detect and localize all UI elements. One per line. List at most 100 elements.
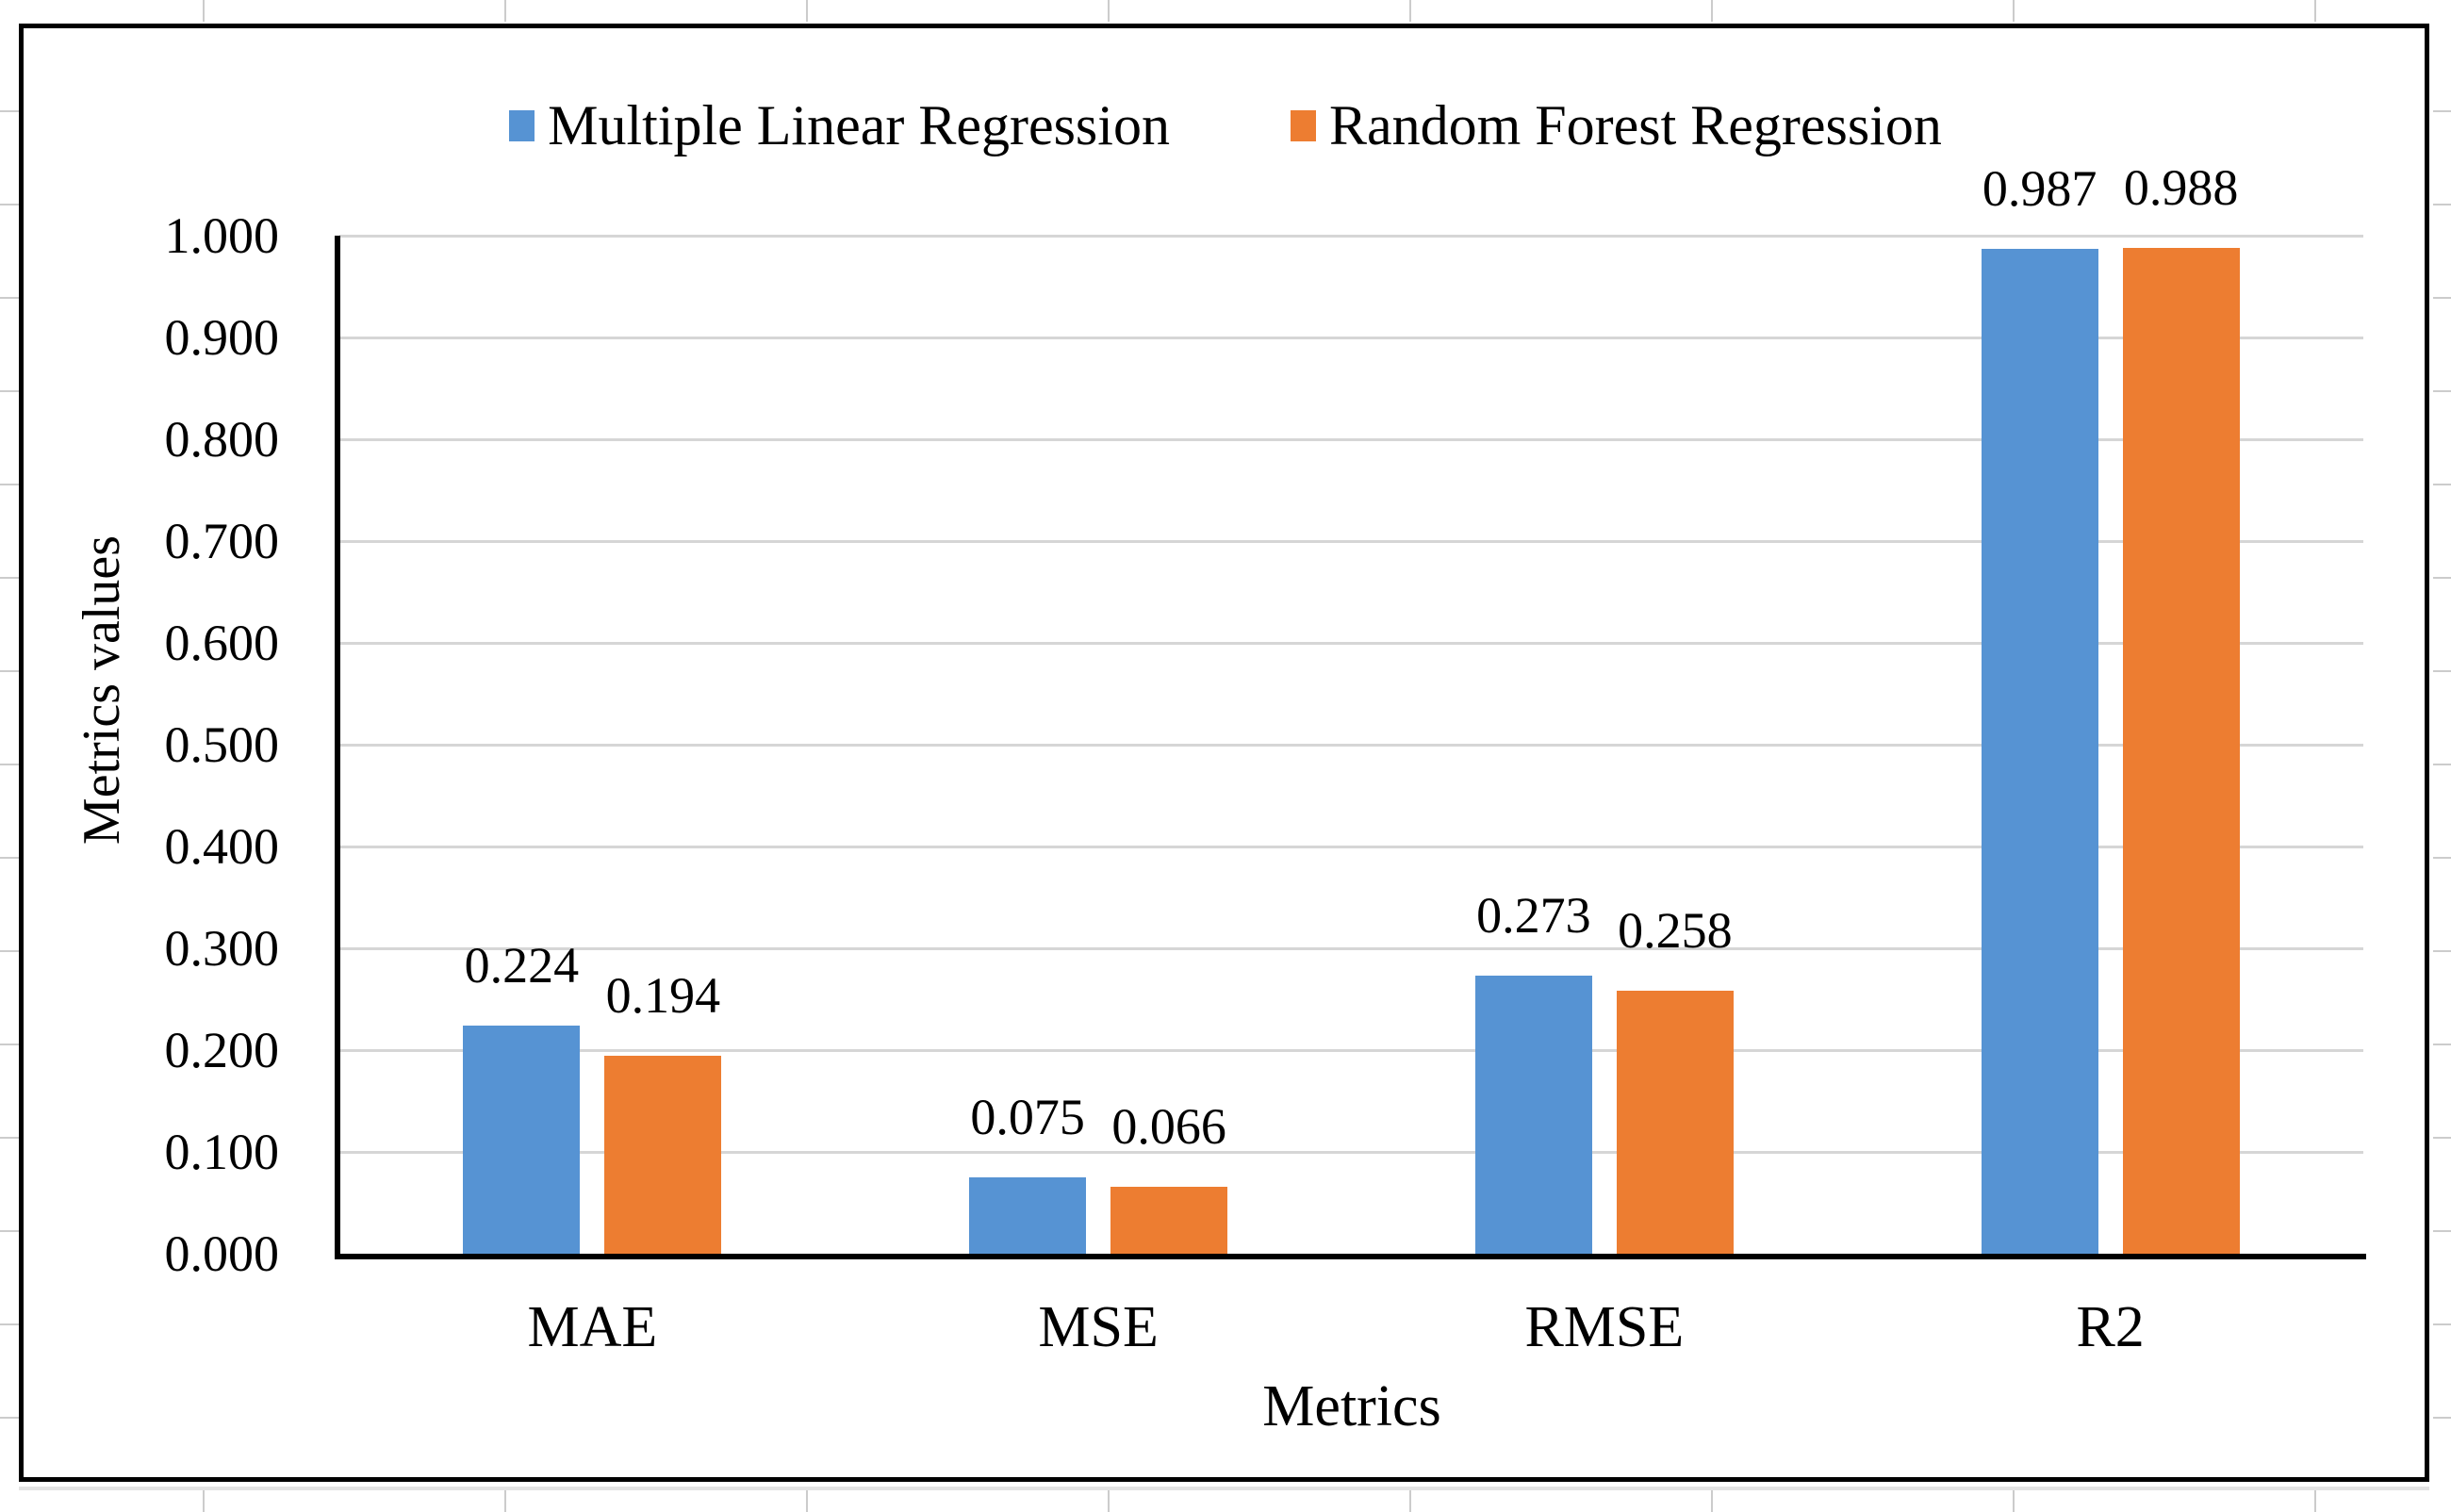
data-label-orange-mae: 0.194	[605, 967, 721, 1024]
y-tick-label-1.000: 1.000	[164, 207, 280, 264]
sheet-gridline-stub	[0, 577, 19, 579]
sheet-gridline-stub	[0, 1137, 19, 1139]
sheet-gridline-stub	[1711, 1488, 1713, 1512]
legend-item-random-forest-regression: Random Forest Regression	[1290, 94, 1942, 156]
x-axis-line	[335, 1254, 2366, 1259]
sheet-gridline-stub	[0, 297, 19, 299]
gridline	[339, 642, 2363, 645]
sheet-gridline-stub	[2314, 0, 2316, 22]
gridline	[339, 1049, 2363, 1052]
sheet-gridline-stub	[0, 484, 19, 485]
sheet-gridline-stub	[2433, 1137, 2451, 1139]
y-tick-label-0.500: 0.500	[164, 716, 280, 773]
gridline	[339, 235, 2363, 238]
sheet-gridline-stub	[1711, 0, 1713, 22]
sheet-gridline-stub	[0, 857, 19, 859]
sheet-gridline-stub	[0, 110, 19, 112]
x-tick-label-rmse: RMSE	[1524, 1295, 1685, 1359]
chart-legend: Multiple Linear Regression Random Forest…	[0, 97, 2451, 154]
data-label-orange-r2: 0.988	[2123, 159, 2239, 216]
y-tick-label-0.400: 0.400	[164, 818, 280, 875]
sheet-gridline-stub	[0, 1044, 19, 1045]
gridline	[339, 947, 2363, 950]
data-label-blue-mse: 0.075	[970, 1089, 1085, 1145]
sheet-gridline-stub	[806, 1488, 808, 1512]
sheet-gridline-stub	[0, 764, 19, 765]
bar-orange-r2	[2122, 248, 2240, 1254]
data-label-orange-rmse: 0.258	[1618, 902, 1733, 959]
gridline	[339, 744, 2363, 747]
sheet-gridline-stub	[2433, 670, 2451, 672]
legend-item-multiple-linear-regression: Multiple Linear Regression	[509, 97, 1170, 154]
bar-orange-mse	[1110, 1187, 1228, 1254]
sheet-gridline-stub	[1409, 0, 1411, 22]
sheet-gridline-stub	[0, 1323, 19, 1325]
bar-blue-mae	[463, 1026, 581, 1254]
sheet-gridline-stub	[2013, 1488, 2015, 1512]
sheet-gridline-stub	[0, 670, 19, 672]
sheet-gridline-stub	[2433, 577, 2451, 579]
sheet-gridline-stub	[2433, 1044, 2451, 1045]
x-tick-label-mae: MAE	[527, 1295, 658, 1359]
bar-blue-r2	[1981, 249, 2098, 1254]
gridline	[339, 438, 2363, 441]
data-label-blue-mae: 0.224	[464, 937, 580, 994]
frame-shadow-line	[19, 1487, 2429, 1490]
sheet-gridline-stub	[2433, 1417, 2451, 1419]
sheet-gridline-stub	[2013, 0, 2015, 22]
y-tick-label-0.900: 0.900	[164, 309, 280, 366]
data-label-blue-rmse: 0.273	[1476, 887, 1591, 944]
sheet-gridline-stub	[0, 950, 19, 952]
y-tick-label-0.100: 0.100	[164, 1124, 280, 1180]
sheet-gridline-stub	[2433, 204, 2451, 205]
legend-swatch-blue	[509, 109, 535, 141]
chart-border-frame	[19, 24, 2429, 1482]
sheet-gridline-stub	[0, 1417, 19, 1419]
sheet-gridline-stub	[1108, 1488, 1110, 1512]
sheet-gridline-stub	[0, 1230, 19, 1232]
y-tick-label-0.000: 0.000	[164, 1225, 280, 1282]
sheet-gridline-stub	[504, 0, 506, 22]
gridline	[339, 846, 2363, 848]
bar-blue-rmse	[1474, 976, 1592, 1254]
sheet-gridline-stub	[2433, 297, 2451, 299]
sheet-gridline-stub	[203, 0, 205, 22]
sheet-gridline-stub	[2433, 950, 2451, 952]
sheet-gridline-stub	[2433, 857, 2451, 859]
gridline	[339, 1151, 2363, 1154]
y-axis-line	[335, 236, 340, 1259]
legend-label-random-forest-regression: Random Forest Regression	[1328, 94, 1942, 156]
sheet-gridline-stub	[2433, 1230, 2451, 1232]
gridline	[339, 337, 2363, 339]
x-tick-label-r2: R2	[2076, 1295, 2145, 1359]
sheet-gridline-stub	[1409, 1488, 1411, 1512]
sheet-gridline-stub	[0, 204, 19, 205]
sheet-gridline-stub	[2314, 1488, 2316, 1512]
sheet-gridline-stub	[2433, 764, 2451, 765]
y-axis-title: Metrics values	[73, 534, 131, 846]
y-tick-label-0.200: 0.200	[164, 1022, 280, 1078]
y-tick-label-0.300: 0.300	[164, 920, 280, 977]
data-label-orange-mse: 0.066	[1111, 1098, 1226, 1155]
legend-label-multiple-linear-regression: Multiple Linear Regression	[548, 94, 1170, 156]
y-tick-label-0.800: 0.800	[164, 411, 280, 468]
sheet-gridline-stub	[203, 1488, 205, 1512]
data-label-blue-r2: 0.987	[1982, 160, 2097, 217]
bar-blue-mse	[969, 1177, 1087, 1254]
gridline	[339, 540, 2363, 543]
bar-orange-mae	[604, 1056, 722, 1254]
sheet-gridline-stub	[2433, 390, 2451, 392]
x-axis-title: Metrics	[1262, 1374, 1441, 1438]
sheet-gridline-stub	[0, 390, 19, 392]
sheet-gridline-stub	[504, 1488, 506, 1512]
y-tick-label-0.600: 0.600	[164, 615, 280, 671]
sheet-gridline-stub	[2433, 1323, 2451, 1325]
y-tick-label-0.700: 0.700	[164, 513, 280, 569]
bar-orange-rmse	[1616, 991, 1734, 1254]
sheet-gridline-stub	[806, 0, 808, 22]
legend-swatch-orange	[1290, 109, 1316, 141]
x-tick-label-mse: MSE	[1038, 1295, 1159, 1359]
sheet-gridline-stub	[2433, 484, 2451, 485]
sheet-gridline-stub	[1108, 0, 1110, 22]
